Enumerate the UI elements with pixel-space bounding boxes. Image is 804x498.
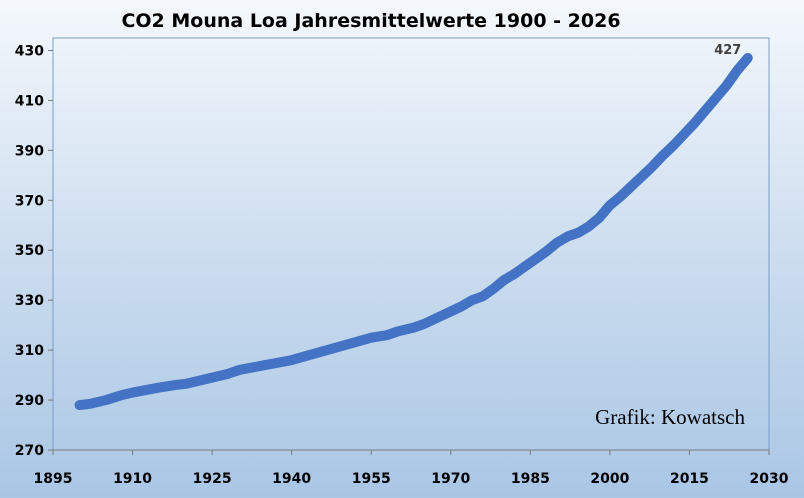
- x-axis: 1895 1910 1925 1940 1955 1970 1985 2000 2015 2030: [34, 450, 789, 487]
- end-value-label: 427: [714, 43, 741, 58]
- y-tick-label: 410: [15, 93, 44, 109]
- x-tick-label: 2030: [750, 471, 789, 487]
- y-tick-label: 270: [15, 443, 44, 459]
- chart-title: CO2 Mouna Loa Jahresmittelwerte 1900 - 2…: [121, 10, 620, 32]
- y-tick-label: 350: [15, 243, 44, 259]
- y-tick-label: 430: [15, 43, 44, 59]
- y-tick-label: 390: [15, 143, 44, 159]
- x-tick-label: 1955: [352, 471, 391, 487]
- x-tick-label: 1940: [272, 471, 311, 487]
- x-tick-label: 1970: [431, 471, 470, 487]
- x-tick-label: 2000: [590, 471, 629, 487]
- y-axis: 270 290 310 330 350 370 390 410 430: [15, 43, 53, 459]
- x-tick-label: 2015: [670, 471, 709, 487]
- x-tick-label: 1910: [113, 471, 152, 487]
- x-tick-label: 1895: [34, 471, 73, 487]
- x-tick-label: 1925: [193, 471, 232, 487]
- x-tick-label: 1985: [511, 471, 550, 487]
- y-tick-label: 370: [15, 193, 44, 209]
- y-tick-label: 310: [15, 343, 44, 359]
- y-tick-label: 290: [15, 393, 44, 409]
- y-tick-label: 330: [15, 293, 44, 309]
- co2-series-line: [74, 52, 753, 411]
- credit-annotation: Grafik: Kowatsch: [595, 405, 745, 429]
